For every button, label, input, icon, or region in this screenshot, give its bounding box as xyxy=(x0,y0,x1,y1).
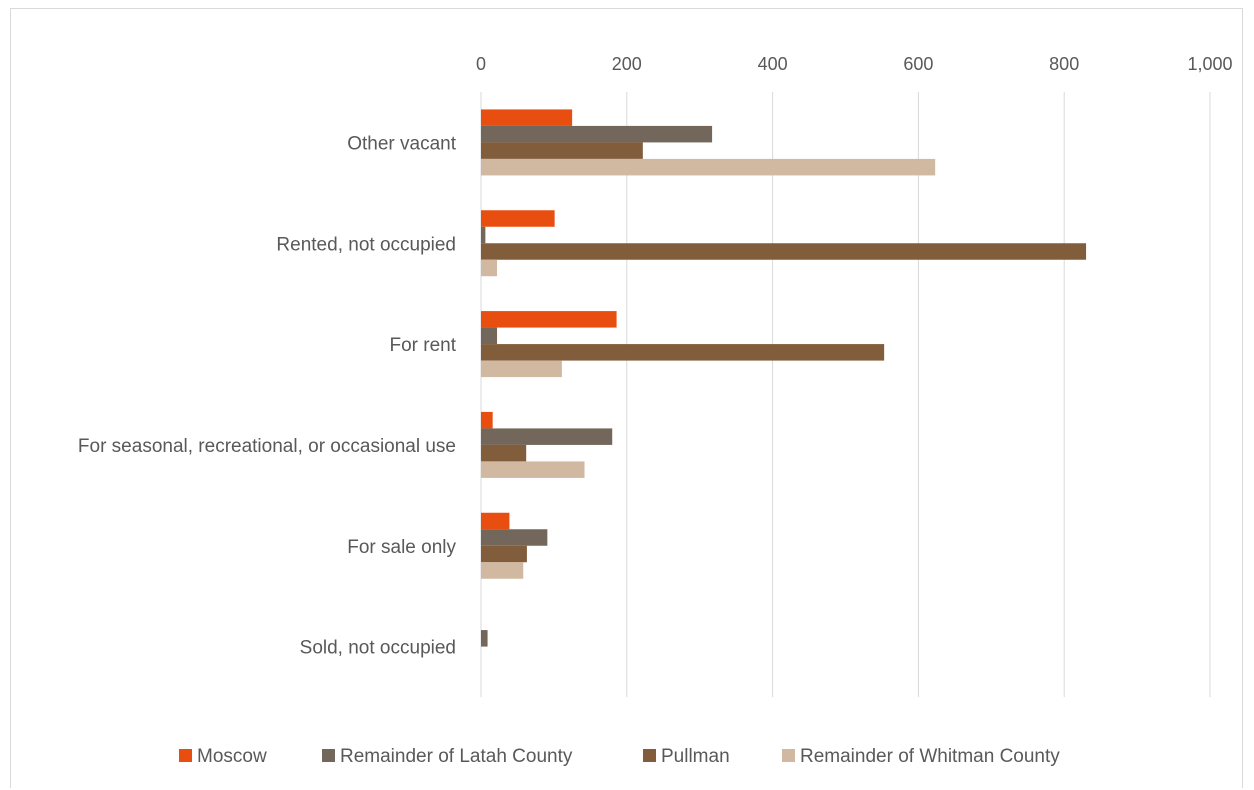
category-label: Other vacant xyxy=(347,133,456,154)
gridlines xyxy=(626,92,1211,697)
legend-label: Moscow xyxy=(197,746,267,767)
category-label: For rent xyxy=(389,335,456,356)
bar-remainder-of-latah-county xyxy=(481,125,713,143)
bar-moscow xyxy=(481,210,555,227)
bar-remainder-of-whitman-county xyxy=(481,461,585,478)
bar-remainder-of-latah-county xyxy=(481,529,548,546)
x-tick-label: 600 xyxy=(903,54,933,74)
category-label: Rented, not occupied xyxy=(276,234,456,255)
bars xyxy=(481,109,1087,647)
x-tick-label: 400 xyxy=(758,54,788,74)
x-tick-label: 800 xyxy=(1049,54,1079,74)
x-tick-label: 200 xyxy=(612,54,642,74)
bar-pullman xyxy=(481,142,643,159)
bar-pullman xyxy=(481,444,527,462)
legend-swatch xyxy=(782,749,795,762)
bar-remainder-of-whitman-county xyxy=(481,259,498,277)
category-labels: Other vacant Rented, not occupied For rent… xyxy=(78,133,457,658)
bar-pullman xyxy=(481,243,1087,260)
bar-moscow xyxy=(481,311,617,328)
bar-pullman xyxy=(481,344,885,361)
bar-moscow xyxy=(481,411,493,429)
bar-remainder-of-latah-county xyxy=(481,327,498,345)
legend: Moscow Remainder of Latah County Pullman Re… xyxy=(179,746,1060,767)
bar-remainder-of-latah-county xyxy=(481,630,488,647)
bar-moscow xyxy=(481,109,573,126)
legend-label: Remainder of Latah County xyxy=(340,746,573,767)
category-label: For seasonal, recreational, or occasiona… xyxy=(78,436,456,457)
category-label: For sale only xyxy=(347,537,456,558)
legend-swatch xyxy=(322,749,335,762)
legend-swatch xyxy=(179,749,192,762)
category-label: Sold, not occupied xyxy=(300,638,456,659)
legend-swatch xyxy=(643,749,656,762)
bar-remainder-of-whitman-county xyxy=(481,360,562,378)
legend-label: Remainder of Whitman County xyxy=(800,746,1060,767)
x-tick-label: 0 xyxy=(476,54,486,74)
bar-pullman xyxy=(481,545,527,563)
bar-remainder-of-whitman-county xyxy=(481,158,936,176)
bar-remainder-of-latah-county xyxy=(481,226,486,244)
legend-label: Pullman xyxy=(661,746,730,767)
x-axis-ticks: 0 200 400 600 800 1,000 xyxy=(476,54,1233,74)
bar-remainder-of-latah-county xyxy=(481,428,613,445)
bar-remainder-of-whitman-county xyxy=(481,562,524,579)
x-tick-label: 1,000 xyxy=(1187,54,1232,74)
bar-moscow xyxy=(481,512,510,530)
